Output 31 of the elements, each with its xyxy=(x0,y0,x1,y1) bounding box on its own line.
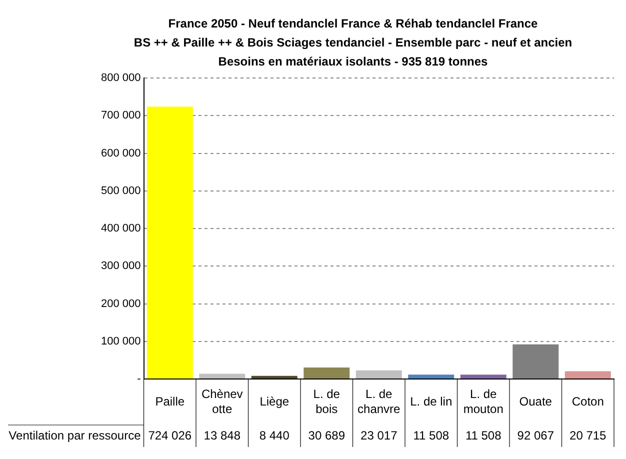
data-label: 11 508 xyxy=(465,428,502,442)
text: Besoins en matériaux isolants - 935 819 tonnes xyxy=(218,54,488,68)
y-tick-label: 200 000 xyxy=(100,298,141,310)
x-tick-label: Liège xyxy=(260,394,290,408)
x-tick-label: L. de chanvre xyxy=(358,386,401,416)
y-tick-label: 500 000 xyxy=(100,184,141,197)
text: BS ++ & Paille ++ & Bois Sciages tendanciel - Ensemble parc - neuf et ancien xyxy=(134,35,572,50)
x-tick-label: L. de lin xyxy=(410,394,452,408)
x-tick-label: L. de mouton xyxy=(463,386,504,416)
x-tick-label: Paille xyxy=(155,394,185,408)
data-label: 20 715 xyxy=(570,428,607,442)
data-label: 8 440 xyxy=(259,428,290,442)
text: France 2050 - Neuf tendanclel France & Réhab tendanclel France xyxy=(168,16,538,30)
data-label: 23 017 xyxy=(360,428,398,442)
data-label: 30 689 xyxy=(308,428,346,442)
x-tick-label: Chènevotte xyxy=(201,386,243,416)
y-tick-label: 800 000 xyxy=(100,72,141,84)
y-tick-label: 300 000 xyxy=(100,260,141,272)
data-label: 11 508 xyxy=(413,428,450,442)
y-tick-label: - xyxy=(137,373,142,386)
x-tick-label: Ouate xyxy=(519,394,552,408)
x-tick-label: L. de bois xyxy=(313,386,340,416)
x-tick-label: Coton xyxy=(572,394,604,408)
y-tick-label: 400 000 xyxy=(100,222,141,235)
data-label: 13 848 xyxy=(204,428,241,442)
text: Ventilation par ressource xyxy=(8,428,142,442)
data-label: 724 026 xyxy=(148,428,192,442)
data-label: 92 067 xyxy=(517,428,554,442)
y-tick-label: 100 000 xyxy=(100,335,141,348)
y-tick-label: 600 000 xyxy=(100,147,141,160)
y-tick-label: 700 000 xyxy=(100,110,141,122)
